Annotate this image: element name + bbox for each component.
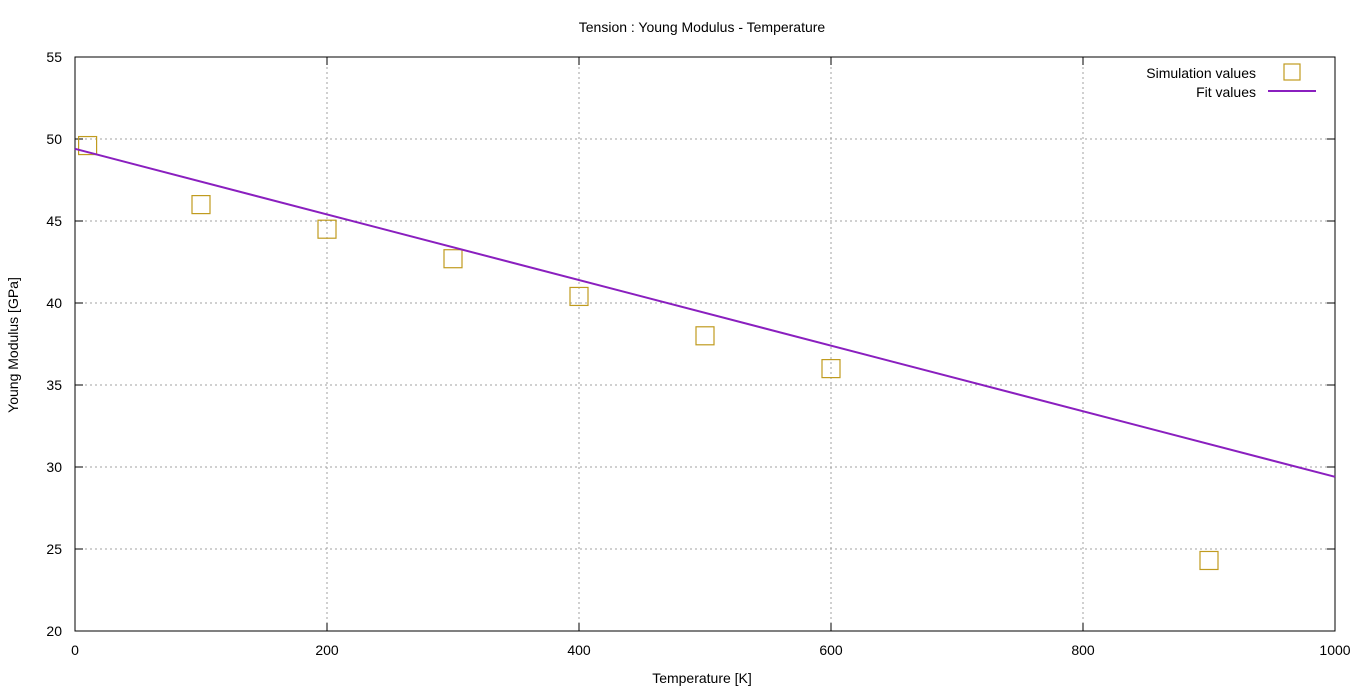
chart-title: Tension : Young Modulus - Temperature bbox=[579, 19, 826, 35]
y-tick-label: 40 bbox=[46, 295, 62, 311]
legend-label-simulation: Simulation values bbox=[1146, 65, 1256, 81]
legend-marker-simulation bbox=[1283, 63, 1301, 81]
data-point bbox=[191, 195, 211, 215]
y-tick-label: 25 bbox=[46, 541, 62, 557]
y-tick-label: 30 bbox=[46, 459, 62, 475]
y-tick-label: 55 bbox=[46, 49, 62, 65]
series bbox=[74, 135, 1336, 571]
legend: Simulation values Fit values bbox=[1146, 63, 1316, 100]
x-tick-label: 1000 bbox=[1319, 642, 1350, 658]
fit-line bbox=[74, 147, 1336, 478]
x-axis-label: Temperature [K] bbox=[652, 670, 752, 686]
y-tick-label: 20 bbox=[46, 623, 62, 639]
x-tick-label: 600 bbox=[819, 642, 843, 658]
legend-label-fit: Fit values bbox=[1196, 84, 1256, 100]
axis-ticks: 0 200 400 600 800 1000 20 25 30 35 40 45 50 55 bbox=[46, 49, 1350, 658]
x-tick-label: 200 bbox=[315, 642, 339, 658]
x-tick-label: 800 bbox=[1071, 642, 1095, 658]
plot-border bbox=[74, 56, 1336, 632]
y-tick-label: 45 bbox=[46, 213, 62, 229]
data-point bbox=[821, 359, 841, 379]
data-point bbox=[695, 326, 715, 346]
grid-lines bbox=[75, 57, 1335, 631]
data-point bbox=[1199, 550, 1219, 571]
y-tick-label: 35 bbox=[46, 377, 62, 393]
data-point bbox=[317, 219, 337, 239]
y-tick-label: 50 bbox=[46, 131, 62, 147]
x-tick-label: 400 bbox=[567, 642, 591, 658]
y-axis-label: Young Modulus [GPa] bbox=[5, 277, 21, 413]
data-point bbox=[77, 135, 98, 156]
data-point bbox=[443, 249, 463, 269]
data-point bbox=[569, 286, 589, 307]
x-tick-label: 0 bbox=[71, 642, 79, 658]
